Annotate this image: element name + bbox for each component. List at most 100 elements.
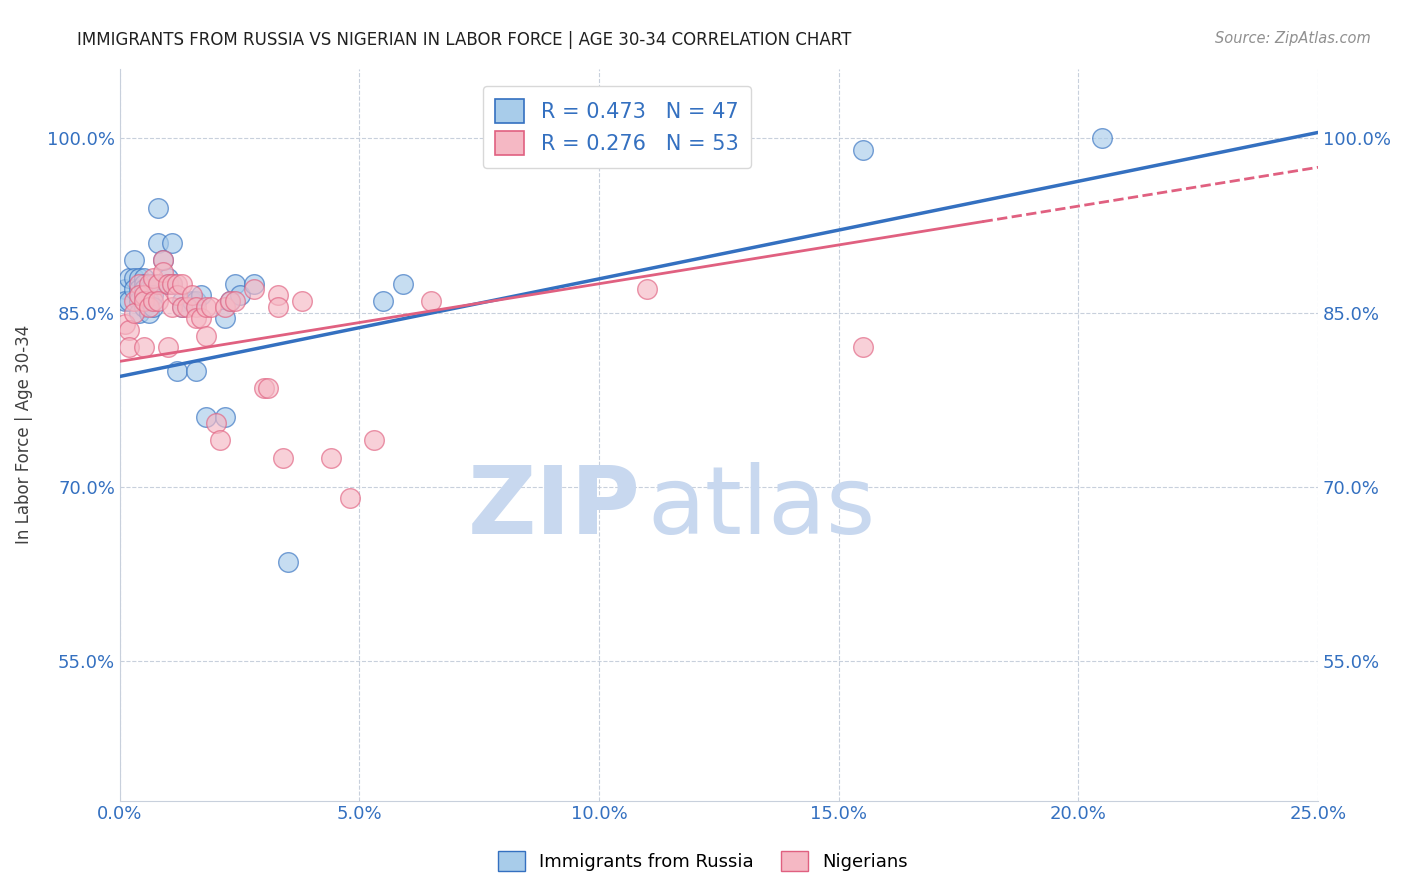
Text: IMMIGRANTS FROM RUSSIA VS NIGERIAN IN LABOR FORCE | AGE 30-34 CORRELATION CHART: IMMIGRANTS FROM RUSSIA VS NIGERIAN IN LA…	[77, 31, 852, 49]
Point	[214, 311, 236, 326]
Point	[156, 270, 179, 285]
Point	[276, 555, 298, 569]
Point	[224, 277, 246, 291]
Point	[195, 328, 218, 343]
Point	[228, 288, 250, 302]
Text: ZIP: ZIP	[468, 462, 641, 554]
Point	[195, 300, 218, 314]
Point	[156, 277, 179, 291]
Point	[214, 410, 236, 425]
Point	[180, 288, 202, 302]
Point	[852, 340, 875, 354]
Point	[162, 277, 184, 291]
Point	[420, 293, 443, 308]
Point	[271, 450, 294, 465]
Point	[138, 300, 160, 314]
Point	[252, 381, 274, 395]
Point	[118, 270, 141, 285]
Point	[391, 277, 413, 291]
Point	[186, 364, 208, 378]
Point	[132, 340, 155, 354]
Point	[339, 491, 361, 506]
Point	[152, 265, 174, 279]
Point	[132, 270, 155, 285]
Y-axis label: In Labor Force | Age 30-34: In Labor Force | Age 30-34	[15, 325, 32, 544]
Point	[128, 270, 150, 285]
Point	[267, 300, 290, 314]
Point	[219, 293, 242, 308]
Text: Source: ZipAtlas.com: Source: ZipAtlas.com	[1215, 31, 1371, 46]
Point	[132, 288, 155, 302]
Point	[128, 293, 150, 308]
Point	[162, 277, 184, 291]
Point	[186, 300, 208, 314]
Legend: Immigrants from Russia, Nigerians: Immigrants from Russia, Nigerians	[491, 844, 915, 879]
Point	[118, 323, 141, 337]
Point	[219, 293, 242, 308]
Point	[195, 410, 218, 425]
Point	[319, 450, 342, 465]
Point	[363, 434, 385, 448]
Point	[128, 305, 150, 319]
Point	[114, 317, 136, 331]
Point	[267, 288, 290, 302]
Point	[170, 293, 193, 308]
Point	[209, 434, 232, 448]
Point	[118, 340, 141, 354]
Point	[186, 311, 208, 326]
Point	[132, 282, 155, 296]
Point	[122, 282, 145, 296]
Point	[142, 288, 165, 302]
Point	[132, 277, 155, 291]
Point	[257, 381, 280, 395]
Point	[578, 131, 600, 145]
Point	[1091, 131, 1114, 145]
Point	[291, 293, 314, 308]
Point	[146, 235, 169, 250]
Point	[170, 300, 193, 314]
Point	[200, 300, 222, 314]
Point	[152, 253, 174, 268]
Point	[243, 282, 266, 296]
Point	[170, 300, 193, 314]
Point	[166, 288, 188, 302]
Point	[166, 364, 188, 378]
Point	[190, 288, 212, 302]
Point	[114, 282, 136, 296]
Point	[170, 277, 193, 291]
Text: atlas: atlas	[647, 462, 876, 554]
Point	[156, 277, 179, 291]
Point	[128, 288, 150, 302]
Point	[122, 293, 145, 308]
Point	[214, 300, 236, 314]
Point	[162, 300, 184, 314]
Point	[122, 253, 145, 268]
Point	[132, 300, 155, 314]
Point	[142, 270, 165, 285]
Point	[180, 293, 202, 308]
Point	[852, 143, 875, 157]
Point	[128, 277, 150, 291]
Point	[243, 277, 266, 291]
Point	[122, 305, 145, 319]
Point	[146, 201, 169, 215]
Point	[166, 277, 188, 291]
Point	[146, 293, 169, 308]
Point	[162, 235, 184, 250]
Point	[138, 277, 160, 291]
Point	[156, 340, 179, 354]
Point	[142, 277, 165, 291]
Point	[132, 293, 155, 308]
Point	[636, 282, 658, 296]
Point	[138, 282, 160, 296]
Point	[142, 293, 165, 308]
Point	[190, 311, 212, 326]
Point	[373, 293, 395, 308]
Point	[128, 282, 150, 296]
Point	[186, 293, 208, 308]
Legend: R = 0.473   N = 47, R = 0.276   N = 53: R = 0.473 N = 47, R = 0.276 N = 53	[482, 87, 751, 168]
Point	[152, 253, 174, 268]
Point	[146, 277, 169, 291]
Point	[122, 270, 145, 285]
Point	[118, 293, 141, 308]
